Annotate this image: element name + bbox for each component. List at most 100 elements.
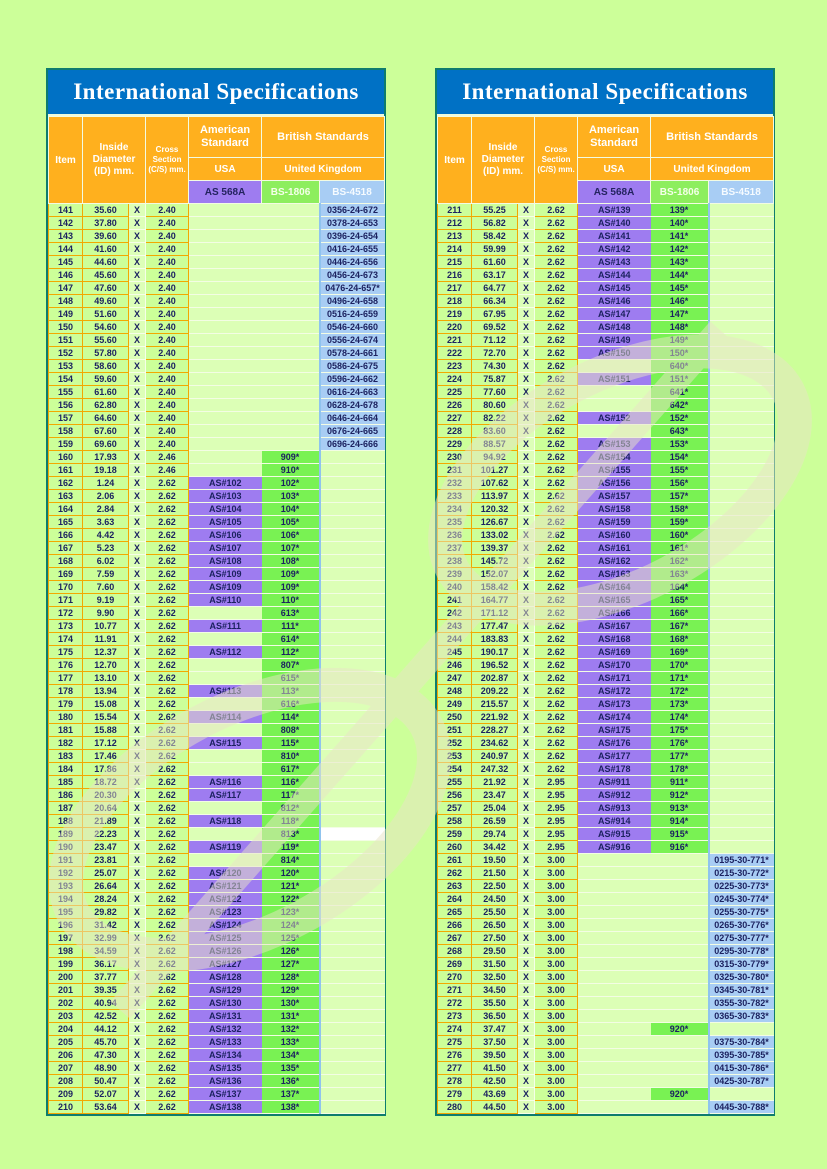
item-cell: 146 [48, 268, 83, 282]
bs4518-cell [318, 476, 385, 490]
id-cell: 57.80 [82, 346, 129, 360]
id-cell: 44.50 [471, 1100, 518, 1114]
item-cell: 243 [437, 619, 472, 633]
table-row: 234 120.32 X 2.62 AS#158 158* [437, 502, 774, 516]
x-cell: X [127, 983, 147, 997]
bs1806-cell: 810* [261, 749, 320, 763]
cs-cell: 2.40 [145, 372, 190, 386]
table-row: 211 55.25 X 2.62 AS#139 139* [437, 203, 774, 217]
x-cell: X [127, 1061, 147, 1075]
id-cell: 18.72 [82, 775, 129, 789]
as568a-cell: AS#913 [577, 801, 651, 815]
id-cell: 4.42 [82, 528, 129, 542]
id-cell: 35.60 [82, 203, 129, 217]
id-cell: 27.50 [471, 931, 518, 945]
bs1806-cell: 641* [650, 385, 709, 399]
column-header-item: Item [48, 116, 83, 204]
item-cell: 149 [48, 307, 83, 321]
table-row: 226 80.60 X 2.62 642* [437, 398, 774, 412]
table-row: 261 19.50 X 3.00 0195-30-771* [437, 853, 774, 867]
bs1806-cell: 114* [261, 710, 320, 724]
cs-cell: 3.00 [534, 1100, 579, 1114]
bs1806-cell: 103* [261, 489, 320, 503]
cs-cell: 2.62 [145, 528, 190, 542]
bs1806-cell: 177* [650, 749, 709, 763]
bs1806-cell: 915* [650, 827, 709, 841]
as568a-cell: AS#912 [577, 788, 651, 802]
bs4518-cell [318, 502, 385, 516]
bs1806-cell: 125* [261, 931, 320, 945]
as568a-cell [188, 632, 262, 646]
bs4518-cell [707, 229, 774, 243]
as568a-cell [577, 424, 651, 438]
as568a-cell: AS#160 [577, 528, 651, 542]
item-cell: 202 [48, 996, 83, 1010]
bs1806-cell: 176* [650, 736, 709, 750]
item-cell: 257 [437, 801, 472, 815]
table-row: 156 62.80 X 2.40 0628-24-678 [48, 398, 385, 412]
bs4518-cell [318, 931, 385, 945]
x-cell: X [127, 320, 147, 334]
id-cell: 44.60 [82, 255, 129, 269]
x-cell: X [516, 255, 536, 269]
as568a-cell [577, 1009, 651, 1023]
bs4518-cell [707, 1087, 774, 1101]
bs1806-cell: 157* [650, 489, 709, 503]
as568a-cell: AS#167 [577, 619, 651, 633]
bs4518-cell [707, 502, 774, 516]
bs4518-cell: 0315-30-779* [707, 957, 774, 971]
bs4518-cell [707, 710, 774, 724]
id-cell: 40.94 [82, 996, 129, 1010]
id-cell: 13.10 [82, 671, 129, 685]
x-cell: X [127, 268, 147, 282]
table-row: 241 164.77 X 2.62 AS#165 165* [437, 593, 774, 607]
id-cell: 41.60 [82, 242, 129, 256]
bs4518-cell [318, 814, 385, 828]
bs4518-cell [318, 736, 385, 750]
item-cell: 176 [48, 658, 83, 672]
cs-cell: 2.62 [534, 307, 579, 321]
cs-cell: 2.62 [534, 541, 579, 555]
bs4518-cell [707, 216, 774, 230]
cs-cell: 2.62 [145, 983, 190, 997]
bs1806-cell: 136* [261, 1074, 320, 1088]
bs1806-cell: 808* [261, 723, 320, 737]
item-cell: 171 [48, 593, 83, 607]
column-header-as568a: AS 568A [188, 180, 263, 204]
item-cell: 191 [48, 853, 83, 867]
table-row: 235 126.67 X 2.62 AS#159 159* [437, 515, 774, 529]
as568a-cell: AS#123 [188, 905, 262, 919]
id-cell: 113.97 [471, 489, 518, 503]
bs4518-cell [318, 1009, 385, 1023]
item-cell: 155 [48, 385, 83, 399]
id-cell: 23.47 [82, 840, 129, 854]
bs4518-cell [318, 619, 385, 633]
item-cell: 253 [437, 749, 472, 763]
bs1806-cell: 132* [261, 1022, 320, 1036]
bs1806-cell: 812* [261, 801, 320, 815]
id-cell: 13.94 [82, 684, 129, 698]
cs-cell: 2.40 [145, 424, 190, 438]
x-cell: X [127, 203, 147, 217]
id-cell: 36.50 [471, 1009, 518, 1023]
item-cell: 244 [437, 632, 472, 646]
bs4518-cell: 0365-30-783* [707, 1009, 774, 1023]
bs4518-cell [318, 528, 385, 542]
item-cell: 226 [437, 398, 472, 412]
as568a-cell: AS#108 [188, 554, 262, 568]
item-cell: 251 [437, 723, 472, 737]
bs1806-cell: 175* [650, 723, 709, 737]
id-cell: 66.34 [471, 294, 518, 308]
item-cell: 238 [437, 554, 472, 568]
item-cell: 156 [48, 398, 83, 412]
x-cell: X [127, 333, 147, 347]
cs-cell: 2.62 [534, 515, 579, 529]
x-cell: X [516, 489, 536, 503]
x-cell: X [127, 619, 147, 633]
table-row: 260 34.42 X 2.95 AS#916 916* [437, 840, 774, 854]
x-cell: X [127, 450, 147, 464]
bs1806-cell: 920* [650, 1087, 709, 1101]
bs1806-cell: 112* [261, 645, 320, 659]
bs1806-cell: 153* [650, 437, 709, 451]
id-cell: 63.17 [471, 268, 518, 282]
